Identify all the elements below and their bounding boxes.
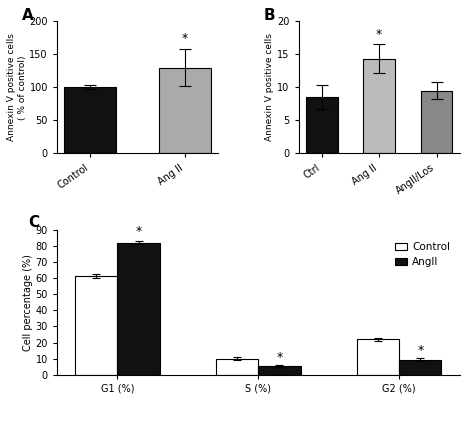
Text: *: * — [276, 351, 283, 363]
Y-axis label: Annexin V positive cells: Annexin V positive cells — [265, 33, 274, 141]
Bar — [118, 242, 160, 375]
Bar — [399, 360, 441, 375]
Bar — [258, 366, 301, 375]
Text: *: * — [136, 225, 142, 239]
Bar — [306, 97, 337, 153]
Text: *: * — [376, 28, 383, 41]
Y-axis label: Cell percentage (%): Cell percentage (%) — [23, 254, 33, 351]
Bar — [216, 359, 258, 375]
Text: B: B — [263, 8, 275, 23]
Legend: Control, AngII: Control, AngII — [391, 238, 455, 271]
Y-axis label: Annexin V positive cells
( % of control): Annexin V positive cells ( % of control) — [7, 33, 27, 141]
Bar — [64, 86, 116, 153]
Text: A: A — [21, 8, 33, 23]
Bar — [364, 59, 395, 153]
Bar — [357, 340, 399, 375]
Bar — [159, 67, 211, 153]
Text: *: * — [417, 344, 423, 357]
Text: *: * — [182, 32, 188, 45]
Bar — [421, 91, 453, 153]
Bar — [75, 276, 118, 375]
Text: C: C — [28, 215, 40, 230]
